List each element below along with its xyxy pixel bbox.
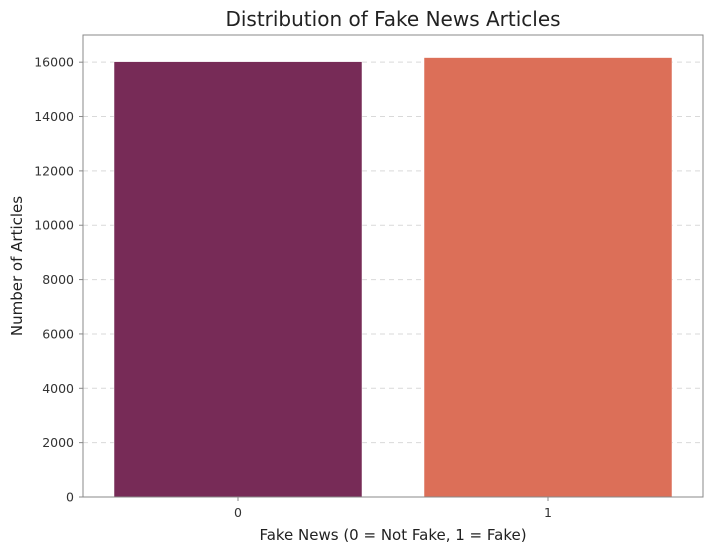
bar-1 — [423, 57, 673, 498]
y-tick-label: 4000 — [42, 381, 74, 396]
x-axis-title: Fake News (0 = Not Fake, 1 = Fake) — [259, 526, 526, 544]
x-tick-label: 0 — [234, 505, 242, 520]
y-tick-label: 8000 — [42, 272, 74, 287]
x-tick-label: 1 — [544, 505, 552, 520]
y-tick-label: 12000 — [34, 163, 74, 178]
y-axis-ticks: 0 2000 4000 6000 8000 10000 12000 14000 16000 — [34, 55, 83, 505]
plot-frame — [82, 34, 704, 498]
y-axis-title: Number of Articles — [8, 196, 26, 336]
y-tick-label: 16000 — [34, 55, 74, 70]
chart-title: Distribution of Fake News Articles — [225, 7, 560, 31]
y-tick-label: 2000 — [42, 435, 74, 450]
y-tick-label: 10000 — [34, 218, 74, 233]
y-tick-label: 6000 — [42, 326, 74, 341]
y-tick-label: 14000 — [34, 109, 74, 124]
y-tick-label: 0 — [66, 490, 74, 505]
bar-0 — [113, 61, 363, 498]
bars — [113, 57, 673, 498]
